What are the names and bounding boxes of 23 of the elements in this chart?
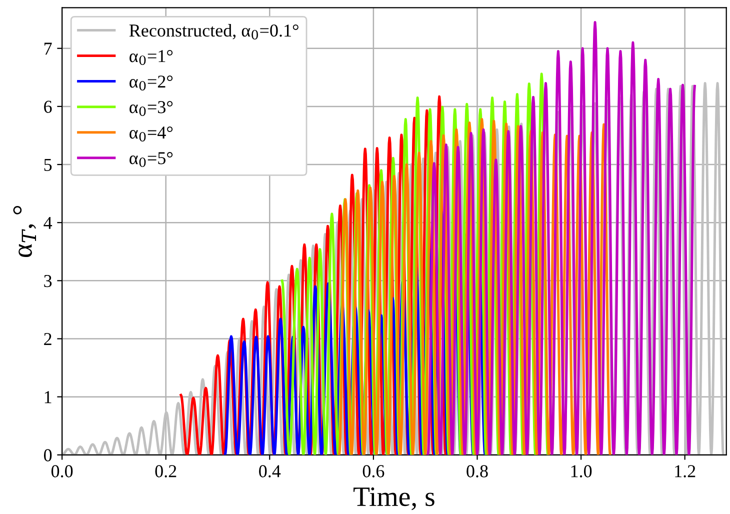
x-tick-label: 0.8 (466, 465, 488, 478)
y-axis-title: α$_{T}$, ° (13, 206, 36, 258)
x-tick-label: 0.4 (259, 465, 281, 478)
legend-label: α$_{0}$=5° (130, 152, 173, 168)
y-tick-label: 5 (44, 158, 52, 171)
legend-label: Reconstructed, α$_{0}$=0.1° (129, 24, 298, 40)
y-tick-label: 6 (44, 100, 52, 113)
y-tick-label: 4 (44, 216, 52, 229)
y-tick-label: 7 (44, 42, 52, 55)
x-axis-title: Time, s (354, 487, 434, 510)
y-tick-label: 0 (44, 449, 52, 462)
x-tick-label: 1.2 (675, 465, 696, 478)
legend-label: α$_{0}$=3° (130, 101, 173, 116)
y-tick-label: 2 (44, 333, 52, 346)
x-tick-label: 0.2 (155, 465, 176, 478)
legend-label: α$_{0}$=4° (130, 126, 173, 142)
y-tick-label: 3 (44, 274, 52, 288)
legend-label: α$_{0}$=2° (130, 76, 173, 91)
y-tick-label: 1 (44, 391, 52, 404)
legend-label: α$_{0}$=1° (130, 50, 173, 66)
x-tick-label: 1.0 (571, 465, 592, 478)
x-tick-label: 0.6 (362, 465, 384, 478)
x-tick-label: 0.0 (51, 465, 73, 478)
